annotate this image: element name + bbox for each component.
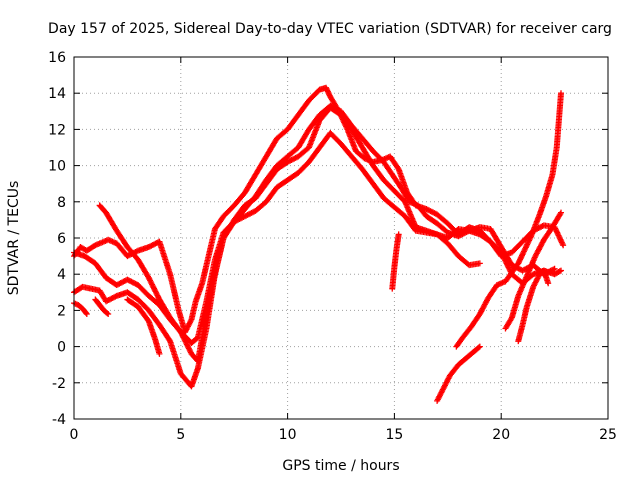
series-s5 bbox=[71, 300, 90, 318]
y-tick-label: 6 bbox=[57, 231, 66, 247]
data-point bbox=[395, 231, 402, 238]
x-tick-label: 25 bbox=[599, 427, 617, 443]
y-tick-label: 12 bbox=[48, 122, 66, 138]
data-point bbox=[476, 343, 483, 350]
data-point bbox=[166, 336, 173, 343]
data-point bbox=[104, 310, 111, 317]
series-s9 bbox=[434, 343, 483, 404]
y-tick-label: 4 bbox=[57, 267, 66, 283]
data-point bbox=[82, 309, 89, 316]
data-point bbox=[558, 267, 565, 274]
y-tick-label: -2 bbox=[52, 376, 66, 392]
series-s4 bbox=[96, 130, 483, 346]
y-tick-label: 2 bbox=[57, 303, 66, 319]
x-tick-label: 15 bbox=[385, 427, 403, 443]
series-s8 bbox=[389, 231, 402, 292]
data-point bbox=[557, 210, 564, 217]
series-s12 bbox=[515, 267, 552, 345]
data-point bbox=[556, 268, 563, 275]
data-point bbox=[476, 260, 483, 267]
data-point bbox=[551, 265, 558, 272]
series-s7 bbox=[124, 296, 163, 357]
chart-title: Day 157 of 2025, Sidereal Day-to-day VTE… bbox=[48, 21, 612, 37]
y-tick-label: 16 bbox=[48, 50, 66, 66]
data-point bbox=[545, 280, 552, 287]
y-tick-label: -4 bbox=[52, 412, 66, 428]
data-point bbox=[112, 293, 119, 300]
x-axis-label: GPS time / hours bbox=[282, 458, 399, 474]
series-s6 bbox=[92, 296, 112, 318]
data-point bbox=[550, 266, 557, 273]
data-point bbox=[83, 311, 90, 318]
data-point bbox=[105, 311, 112, 318]
data-point bbox=[133, 248, 140, 255]
series-s11 bbox=[502, 209, 565, 332]
series-s10 bbox=[453, 90, 565, 350]
x-tick-label: 10 bbox=[279, 427, 297, 443]
y-tick-label: 8 bbox=[57, 195, 66, 211]
data-point bbox=[156, 350, 163, 357]
axis-ticks: 0 5 10 15 20 25 -4 -2 0 2 4 6 8 10 12 14 16 bbox=[48, 50, 617, 443]
x-tick-label: 20 bbox=[492, 427, 510, 443]
y-tick-label: 10 bbox=[48, 159, 66, 175]
data-point bbox=[475, 344, 482, 351]
y-axis-label: SDTVAR / TECUs bbox=[6, 181, 22, 296]
x-tick-label: 5 bbox=[176, 427, 185, 443]
data-point bbox=[558, 90, 565, 97]
x-tick-label: 0 bbox=[70, 427, 79, 443]
data-point bbox=[560, 242, 567, 249]
data-point bbox=[558, 209, 565, 216]
data-points bbox=[71, 84, 567, 404]
y-tick-label: 0 bbox=[57, 340, 66, 356]
y-tick-label: 14 bbox=[48, 86, 66, 102]
